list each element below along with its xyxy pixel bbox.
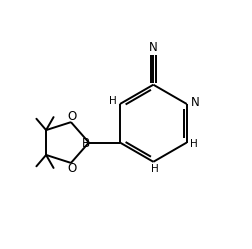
Text: H: H	[151, 164, 159, 174]
Text: N: N	[191, 96, 200, 109]
Text: H: H	[190, 139, 198, 149]
Text: B: B	[82, 137, 90, 150]
Text: H: H	[109, 97, 116, 107]
Text: O: O	[68, 162, 77, 175]
Text: O: O	[68, 110, 77, 123]
Text: N: N	[149, 41, 158, 54]
